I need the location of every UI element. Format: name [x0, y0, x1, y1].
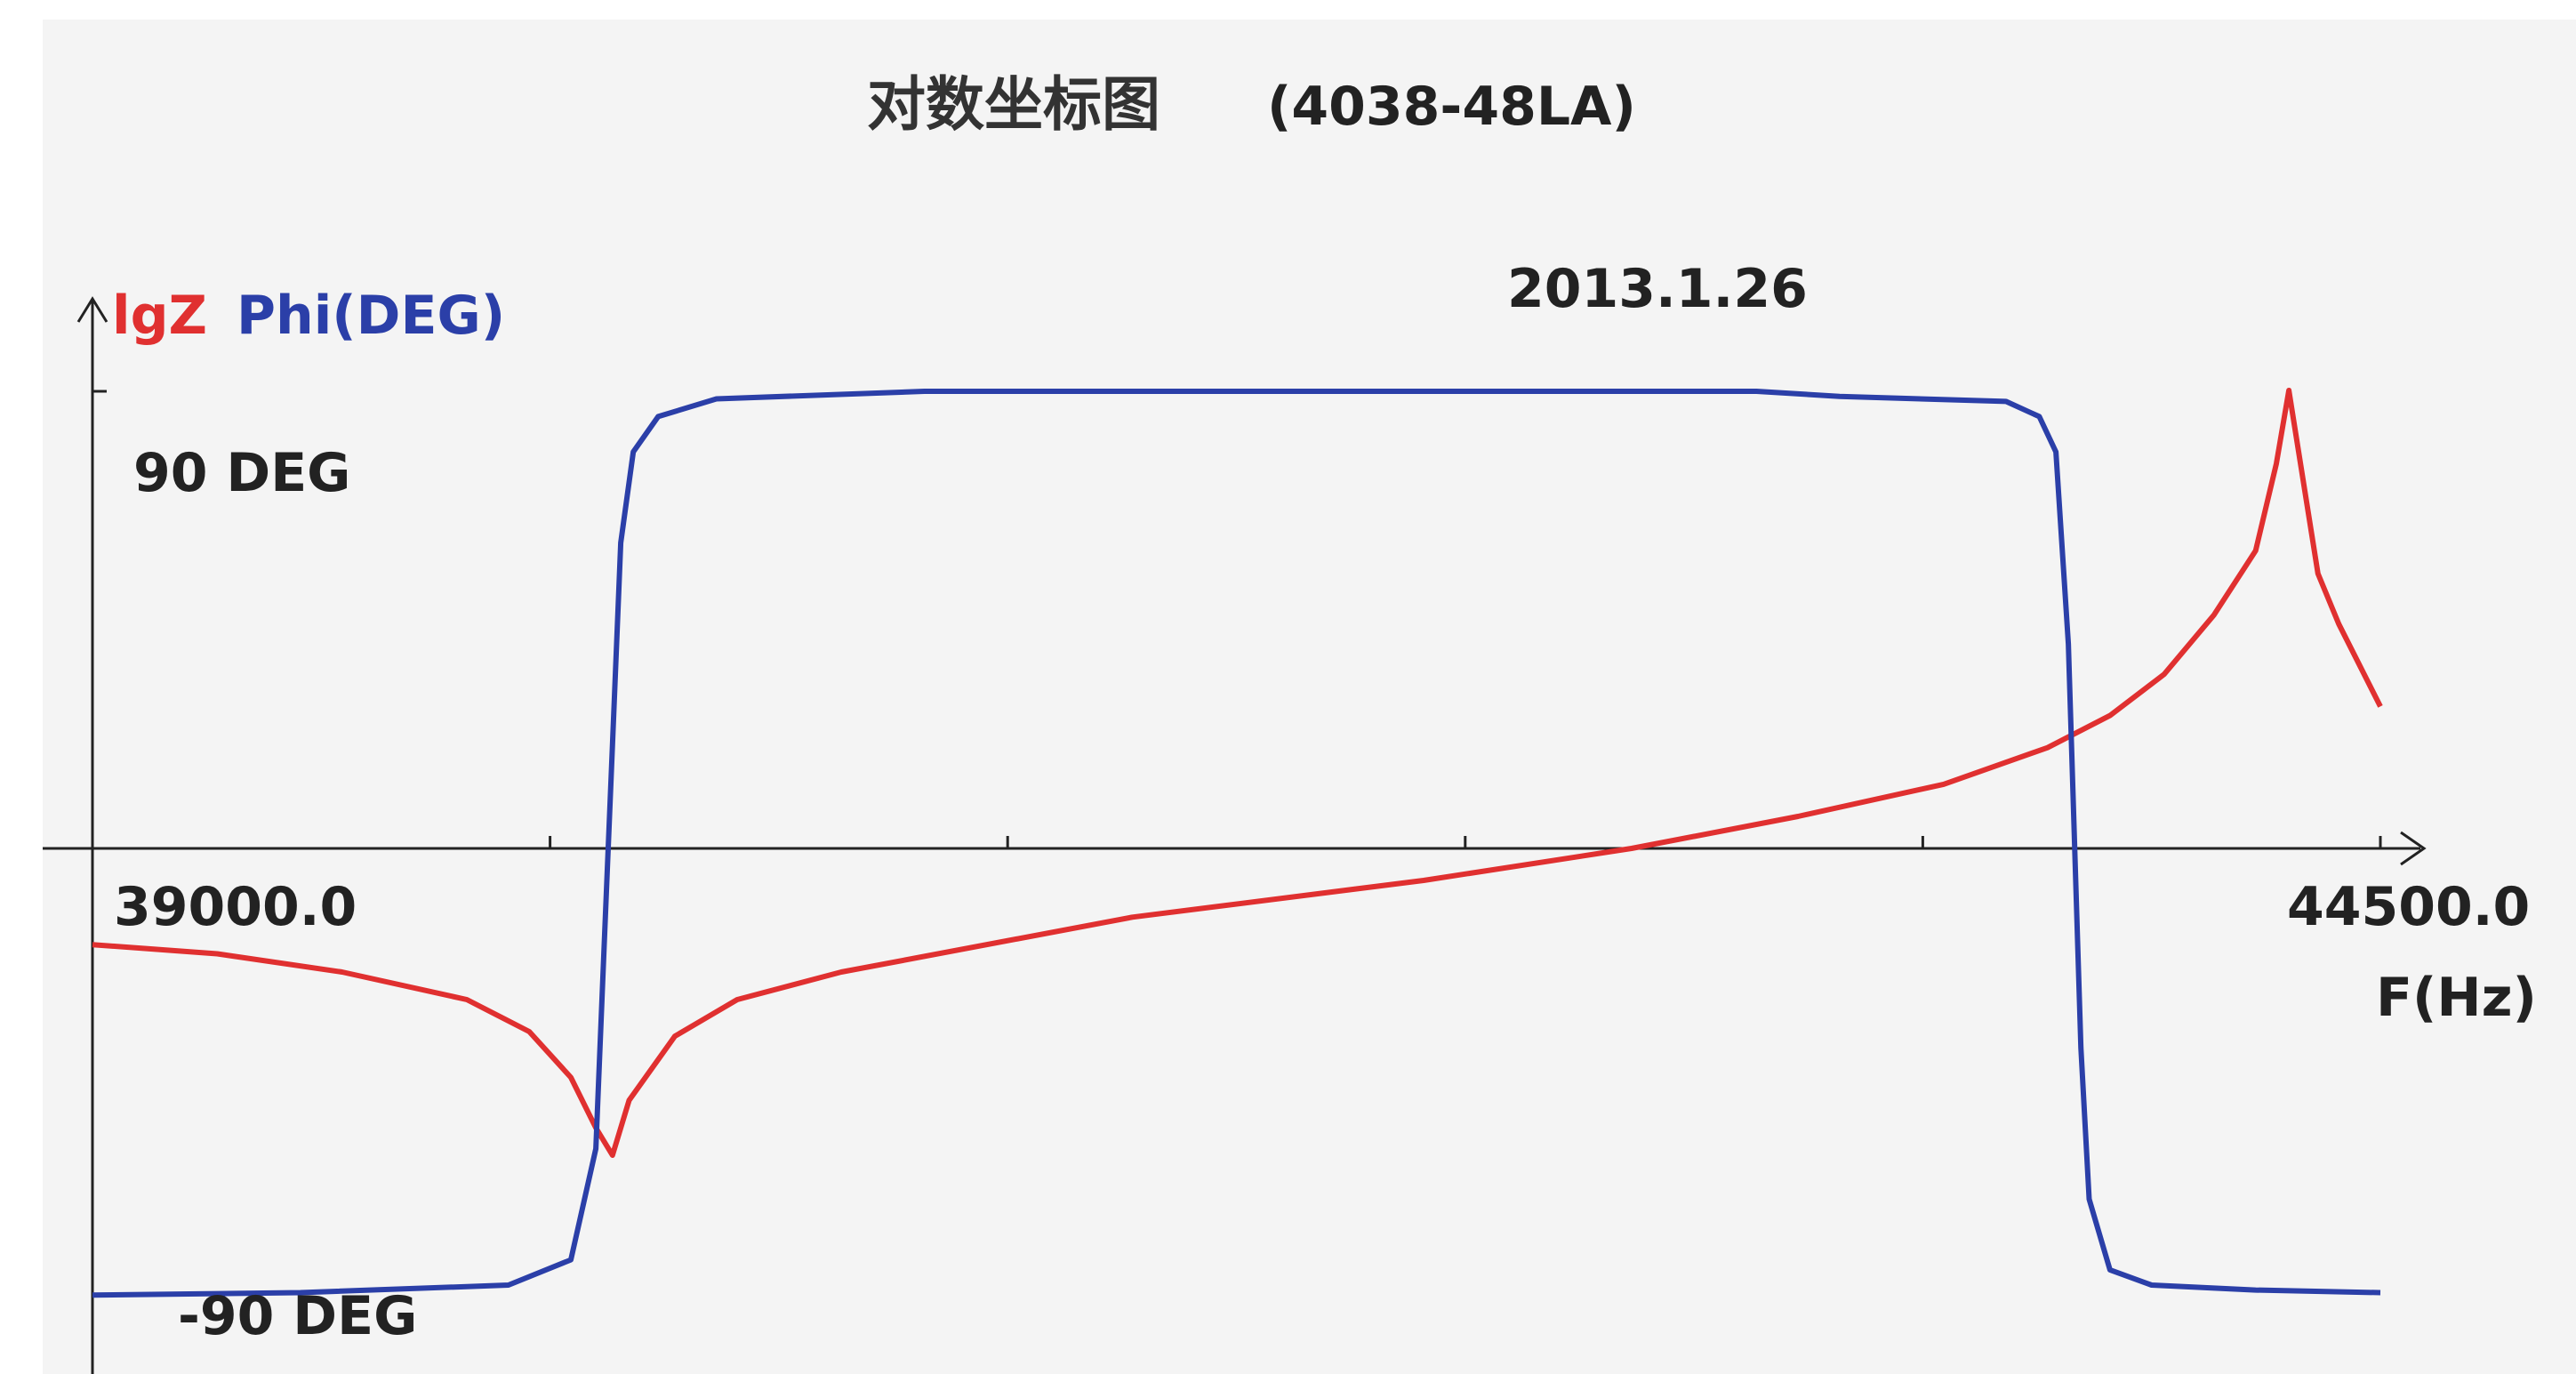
- series-line-lgz: [92, 388, 2383, 1158]
- x-min-label: 39000.0: [114, 876, 357, 938]
- ylabel-lgz: lgZ: [112, 285, 207, 347]
- y-axis-arrow: [76, 296, 108, 323]
- phi-low-label: -90 DEG: [178, 1285, 417, 1347]
- x-axis-arrow: [2400, 831, 2427, 866]
- plot-background: [43, 20, 2576, 1374]
- x-ticks: [549, 836, 2382, 848]
- chart-subtitle: (4038-48LA): [1267, 76, 1636, 138]
- phi-high-label: 90 DEG: [133, 442, 350, 504]
- ylabel-phi: Phi(DEG): [237, 285, 505, 347]
- date-label: 2013.1.26: [1507, 258, 1808, 320]
- chart-title: 对数坐标图: [867, 70, 1160, 139]
- x-max-label: 44500.0: [2287, 876, 2530, 938]
- series-line-phi: [92, 389, 2381, 1298]
- x-axis-label: F(Hz): [2376, 967, 2537, 1029]
